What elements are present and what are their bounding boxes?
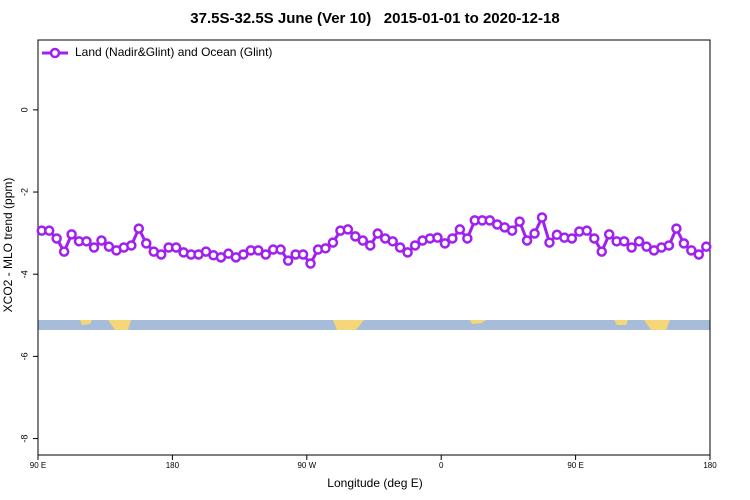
- data-point: [529, 228, 540, 239]
- x-tick-label: 90 E: [567, 461, 583, 470]
- data-point: [596, 246, 607, 257]
- data-point: [320, 243, 331, 254]
- x-tick-label: 180: [703, 461, 717, 470]
- data-point: [387, 236, 398, 247]
- data-point: [133, 223, 145, 234]
- y-tick-label: -6: [19, 352, 29, 360]
- data-point: [663, 240, 675, 251]
- y-tick-label: 0: [19, 107, 29, 112]
- data-point: [260, 249, 271, 260]
- data-point: [155, 249, 167, 260]
- land: [614, 320, 628, 325]
- data-point: [141, 238, 152, 249]
- data-point: [297, 249, 309, 260]
- x-axis-label: Longitude (deg E): [327, 476, 422, 490]
- data-point: [462, 233, 473, 244]
- x-tick-label: 90 E: [30, 461, 46, 470]
- data-point: [544, 237, 555, 248]
- legend-label: Land (Nadir&Glint) and Ocean (Glint): [75, 45, 272, 59]
- ocean-band: [38, 320, 710, 330]
- data-point: [170, 242, 182, 253]
- map-strip: [38, 320, 710, 330]
- data-point: [81, 236, 92, 247]
- data-point: [66, 229, 77, 240]
- data-point: [342, 224, 354, 235]
- data-point: [357, 235, 369, 246]
- y-tick-label: -2: [19, 188, 29, 196]
- data-point: [618, 236, 630, 247]
- data-point: [372, 228, 383, 239]
- data-point: [581, 225, 593, 236]
- data-point: [126, 240, 137, 251]
- data-point: [536, 212, 548, 223]
- data-point: [671, 223, 682, 234]
- data-point: [350, 231, 361, 242]
- data-point: [506, 225, 518, 236]
- data-point: [43, 225, 55, 236]
- data-point: [633, 236, 645, 247]
- y-axis-label: XCO2 - MLO trend (ppm): [1, 178, 15, 313]
- data-point: [484, 215, 495, 226]
- data-point: [365, 240, 376, 251]
- data-point: [327, 237, 339, 248]
- data-point: [51, 233, 62, 244]
- data-point: [96, 235, 107, 246]
- data-point: [626, 242, 637, 253]
- data-point: [275, 244, 286, 255]
- data-point: [589, 233, 600, 244]
- data-point: [305, 258, 316, 269]
- chart-title: 37.5S-32.5S June (Ver 10) 2015-01-01 to …: [190, 10, 559, 27]
- land: [80, 320, 92, 325]
- data-point: [447, 233, 458, 244]
- data-point: [253, 245, 264, 256]
- data-point: [701, 241, 712, 252]
- data-point: [432, 232, 443, 243]
- data-point: [402, 247, 413, 258]
- data-point: [454, 224, 466, 235]
- x-tick-label: 90 W: [297, 461, 316, 470]
- data-point: [282, 255, 294, 266]
- land: [470, 320, 486, 324]
- data-point: [678, 238, 690, 249]
- data-point: [439, 238, 451, 249]
- y-tick-label: -8: [19, 435, 29, 443]
- data-point: [58, 246, 70, 257]
- data-point: [693, 249, 705, 260]
- data-point: [514, 216, 525, 227]
- data-point: [409, 240, 421, 251]
- data-point: [88, 242, 100, 253]
- data-point: [686, 245, 697, 256]
- data-point: [521, 235, 533, 246]
- land: [108, 320, 131, 330]
- data-point: [603, 229, 615, 240]
- x-tick-label: 0: [439, 461, 444, 470]
- land: [333, 320, 364, 330]
- legend-marker: [49, 47, 61, 59]
- y-tick-label: -4: [19, 270, 29, 278]
- data-point: [238, 249, 249, 260]
- data-point: [566, 233, 578, 244]
- data-point: [394, 242, 406, 253]
- x-tick-label: 180: [166, 461, 180, 470]
- land: [644, 320, 670, 330]
